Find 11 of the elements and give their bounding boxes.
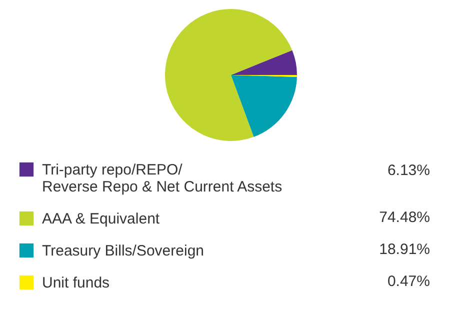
legend-label: Unit funds: [42, 274, 110, 292]
legend-label: AAA & Equivalent: [42, 210, 160, 228]
pie-slice: [231, 75, 297, 137]
data-label: 18.91%: [379, 241, 430, 258]
data-label: 74.48%: [379, 209, 430, 226]
pie-slice: [165, 9, 292, 141]
legend-label: Treasury Bills/Sovereign: [42, 242, 204, 260]
legend-label: Tri-party repo/REPO/ Reverse Repo & Net Current Assets: [42, 162, 282, 196]
pie-slice: [231, 50, 297, 75]
data-label: 0.47%: [387, 273, 430, 290]
data-label: 6.13%: [387, 162, 430, 179]
